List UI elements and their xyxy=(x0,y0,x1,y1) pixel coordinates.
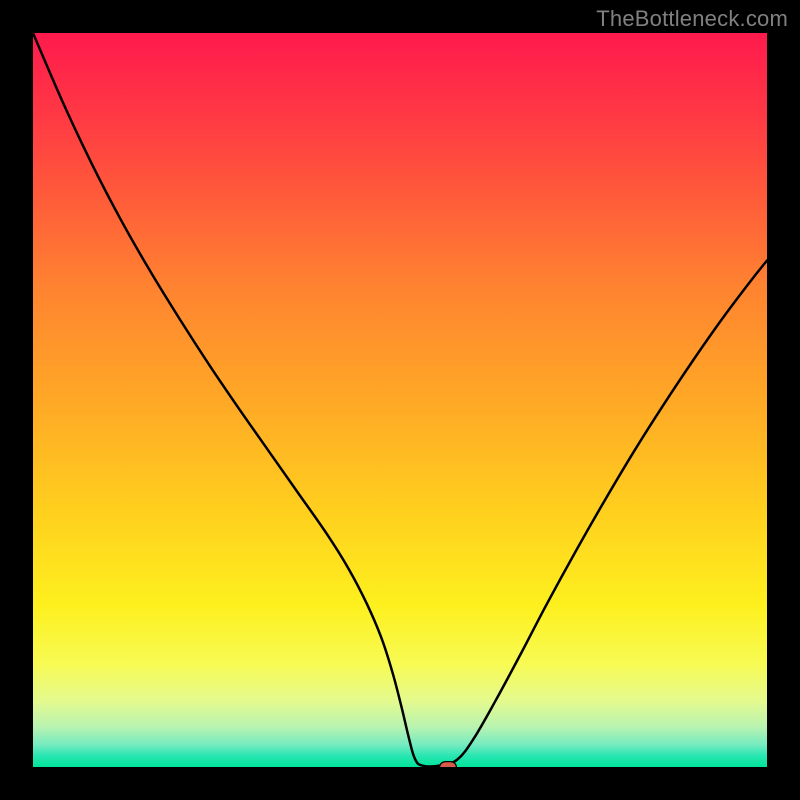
bottleneck-curve xyxy=(33,33,767,767)
watermark-label: TheBottleneck.com xyxy=(596,6,788,32)
plot-area xyxy=(33,33,767,767)
optimum-marker xyxy=(439,761,457,767)
chart-frame: TheBottleneck.com xyxy=(0,0,800,800)
